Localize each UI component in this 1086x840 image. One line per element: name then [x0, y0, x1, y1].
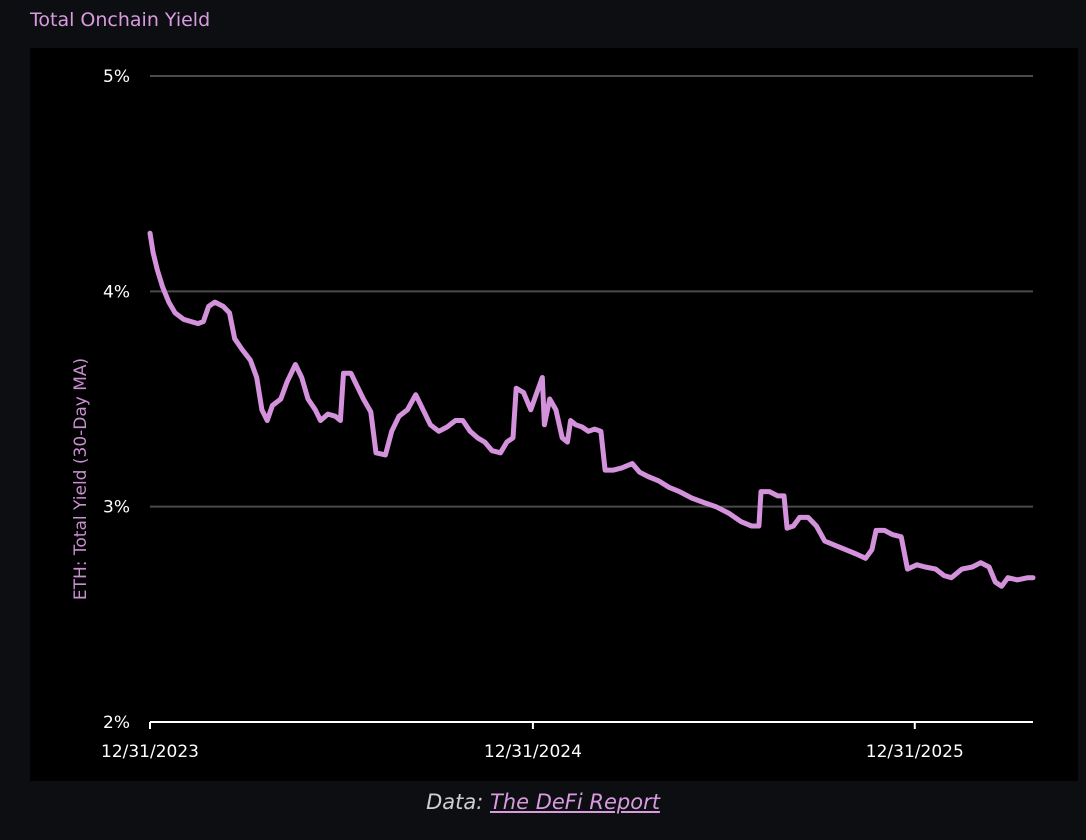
- y-tick-label: 3%: [103, 498, 130, 518]
- x-tick-label: 12/31/2023: [101, 742, 199, 762]
- y-tick-label: 5%: [103, 67, 130, 87]
- chart-panel: 2% 3% 4% 5% 12/31/2023 12/31/2024 12/31/2025 E…: [30, 48, 1078, 781]
- chart-title: Total Onchain Yield: [30, 9, 211, 31]
- series-line: [147, 230, 1036, 589]
- y-axis-title: ETH: Total Yield (30-Day MA): [71, 358, 91, 600]
- y-tick-label: 2%: [103, 713, 130, 733]
- grid-lines: [150, 75, 1033, 508]
- y-tick-label: 4%: [103, 282, 130, 302]
- data-source-prefix: Data:: [426, 790, 490, 814]
- series-layer: [147, 230, 1036, 589]
- yield-line-chart: 2% 3% 4% 5% 12/31/2023 12/31/2024 12/31/2025 E…: [71, 67, 1036, 762]
- x-axis: [149, 721, 1033, 729]
- data-source-link[interactable]: The DeFi Report: [489, 790, 660, 814]
- x-tick-label: 12/31/2025: [866, 742, 964, 762]
- data-source-footer: Data: The DeFi Report: [0, 790, 1086, 814]
- x-tick-label: 12/31/2024: [484, 742, 582, 762]
- tick-labels: 2% 3% 4% 5% 12/31/2023 12/31/2024 12/31/2025: [101, 67, 964, 762]
